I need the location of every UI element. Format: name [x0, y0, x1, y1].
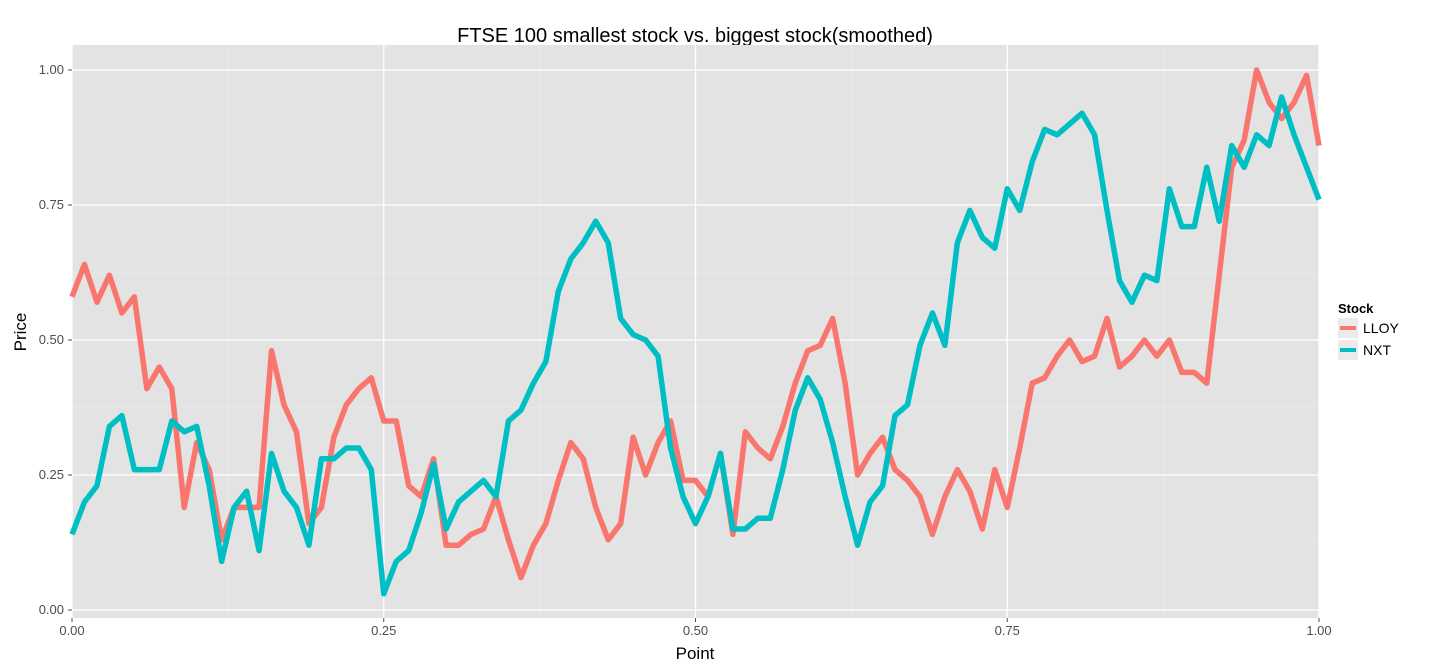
x-tick-label: 1.00	[1306, 623, 1331, 638]
x-axis-label: Point	[676, 644, 715, 663]
legend: Stock LLOY NXT	[1338, 301, 1399, 360]
series-line-lloy	[69, 67, 1322, 581]
y-tick-label: 0.50	[39, 332, 64, 347]
y-tick-label: 1.00	[39, 62, 64, 77]
legend-label-nxt: NXT	[1363, 342, 1391, 358]
legend-label-lloy: LLOY	[1363, 320, 1399, 336]
x-tick-label: 0.25	[371, 623, 396, 638]
series-lines	[69, 67, 1322, 597]
legend-title: Stock	[1338, 301, 1374, 316]
y-tick-label: 0.75	[39, 197, 64, 212]
x-tick-label: 0.75	[995, 623, 1020, 638]
chart-title: FTSE 100 smallest stock vs. biggest stoc…	[457, 25, 933, 47]
y-tick-label: 0.25	[39, 467, 64, 482]
y-tick-label: 0.00	[39, 602, 64, 617]
series-line-nxt	[69, 94, 1322, 597]
y-axis-label: Price	[11, 313, 30, 352]
x-tick-label: 0.00	[59, 623, 84, 638]
x-tick-label: 0.50	[683, 623, 708, 638]
axis-ticks: 0.00 0.25 0.50 0.75 1.00 0.00 0.25 0.50 0.75 1.00	[39, 62, 1332, 638]
